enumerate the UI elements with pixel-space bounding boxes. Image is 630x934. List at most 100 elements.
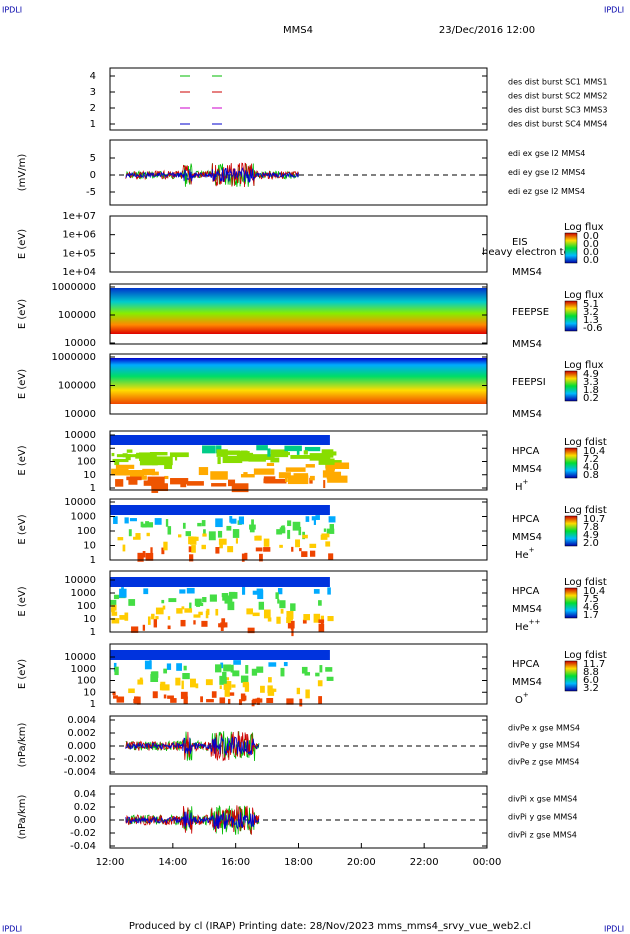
- species: He+: [515, 546, 535, 561]
- colorbar-label: 10.4: [583, 446, 605, 457]
- spectrogram-cell: [284, 445, 302, 452]
- spectrogram-cell: [255, 547, 263, 552]
- spectrogram-cell: [164, 462, 173, 469]
- spectrogram-cell: [183, 665, 187, 671]
- colorbar: [564, 232, 578, 264]
- spectrogram-cell: [122, 544, 126, 552]
- spectrogram-cell: [113, 594, 119, 600]
- y-tick-label: 1: [90, 483, 96, 494]
- spectrogram-cell: [205, 679, 213, 686]
- spectrogram-cell: [287, 529, 291, 539]
- spectrogram-cell: [298, 526, 302, 536]
- spectrogram-cell: [301, 551, 308, 557]
- panel-frame: [109, 67, 488, 131]
- spectrogram-cell: [263, 547, 271, 552]
- spectrogram: [110, 358, 487, 404]
- spectrogram-cell: [150, 674, 159, 682]
- instrument-label: FEEPSE: [512, 307, 549, 318]
- spectrogram-cell: [327, 587, 331, 595]
- legend-entry: divPi x gse MMS4: [508, 794, 577, 803]
- corner-label: IPDLI: [2, 925, 22, 934]
- date: 23/Dec/2016 12:00: [439, 25, 535, 36]
- spectrogram-cell: [111, 618, 120, 624]
- spacecraft-label: MMS4: [512, 267, 542, 278]
- spectrogram-cell: [167, 625, 171, 630]
- y-axis-label: E (eV): [17, 369, 28, 399]
- spectrogram-cell: [166, 663, 172, 670]
- panel-frame: [109, 570, 488, 633]
- colorbar-title: Log fdist: [564, 650, 607, 661]
- spectrogram-cell: [113, 516, 118, 524]
- spectrogram-cell: [128, 529, 132, 537]
- spectrogram-cell: [277, 588, 283, 595]
- spectrogram-cell: [267, 617, 272, 622]
- colorbar-label: 7.2: [583, 454, 599, 465]
- y-tick-label: 1e+05: [62, 248, 96, 259]
- spectrogram-cell: [323, 480, 326, 489]
- spectrogram-cell: [257, 590, 264, 600]
- y-tick-label: 10000: [64, 338, 96, 349]
- y-tick-label: 1e+04: [62, 267, 96, 278]
- y-tick-label: 100: [77, 526, 96, 537]
- y-axis-label: E (eV): [17, 299, 28, 329]
- colorbar-title: Log fdist: [564, 505, 607, 516]
- colorbar: [564, 660, 578, 692]
- spectrogram-cell: [176, 608, 183, 614]
- spectrogram-cell: [220, 622, 228, 628]
- time-series: [125, 811, 260, 830]
- colorbar-label: 5.1: [583, 299, 599, 310]
- y-tick-label: 10: [83, 470, 96, 481]
- spectrogram-cell: [320, 615, 325, 622]
- spectrogram-cell: [145, 522, 154, 528]
- spectrogram-cell: [242, 681, 249, 688]
- legend-entry: des dist burst SC2 MMS2: [508, 91, 607, 100]
- spectrogram: [110, 288, 487, 334]
- species-charge: ++: [529, 618, 541, 626]
- y-tick-label: 1000: [71, 443, 96, 454]
- spectrogram-cell: [231, 684, 236, 688]
- spectrogram-cell: [128, 477, 138, 485]
- colorbar-label: 1.8: [583, 385, 599, 396]
- spectrogram-cell: [301, 666, 308, 674]
- spectrogram-cell: [260, 685, 265, 693]
- legend-entry: divPi y gse MMS4: [508, 813, 577, 822]
- instrument-label: HPCA: [512, 659, 540, 670]
- spectrogram-cell: [325, 466, 335, 471]
- spectrogram-cell: [224, 688, 230, 697]
- spectrogram-cell: [210, 471, 228, 480]
- y-tick-label: 0.00: [74, 815, 96, 826]
- colorbar-label: 0.0: [583, 255, 599, 266]
- y-tick-label: 1: [90, 555, 96, 566]
- spectrogram-cell: [228, 591, 236, 597]
- spectrogram-cell: [267, 688, 275, 696]
- y-tick-label: 5: [90, 153, 96, 164]
- spectrogram-cell: [245, 665, 249, 674]
- y-tick-label: 10000: [64, 430, 96, 441]
- colorbar-label: 4.9: [583, 530, 599, 541]
- panel-frame: [109, 785, 488, 849]
- spectrogram-cell: [135, 533, 141, 539]
- spectrogram-cell: [219, 685, 222, 690]
- spectrogram-cell: [223, 681, 232, 690]
- y-tick-label: 1000000: [51, 282, 96, 293]
- spectrogram-cell: [167, 526, 172, 535]
- y-axis-label: (mV/m): [17, 154, 28, 192]
- spectrogram-cell: [198, 611, 203, 616]
- spectrogram-cell: [184, 608, 193, 613]
- y-tick-label: 1000000: [51, 352, 96, 363]
- spectrogram-cell: [304, 446, 321, 452]
- y-tick-label: 100000: [58, 381, 96, 392]
- spectrogram-cell: [224, 595, 233, 604]
- spectrogram-cell: [116, 696, 125, 703]
- spectrogram-cell: [263, 478, 268, 484]
- spectrogram-cell: [202, 533, 207, 537]
- spectrogram-cell: [129, 518, 137, 522]
- colorbar-label: 11.7: [583, 659, 605, 670]
- spectrogram-cell: [237, 451, 250, 456]
- spectrogram-cell: [181, 680, 184, 690]
- spectrogram-cell: [201, 520, 206, 527]
- y-tick-label: 0: [90, 170, 96, 181]
- spectrogram-cell: [318, 619, 325, 623]
- spectrogram-cell: [279, 600, 286, 609]
- spectrogram-cell: [229, 516, 233, 523]
